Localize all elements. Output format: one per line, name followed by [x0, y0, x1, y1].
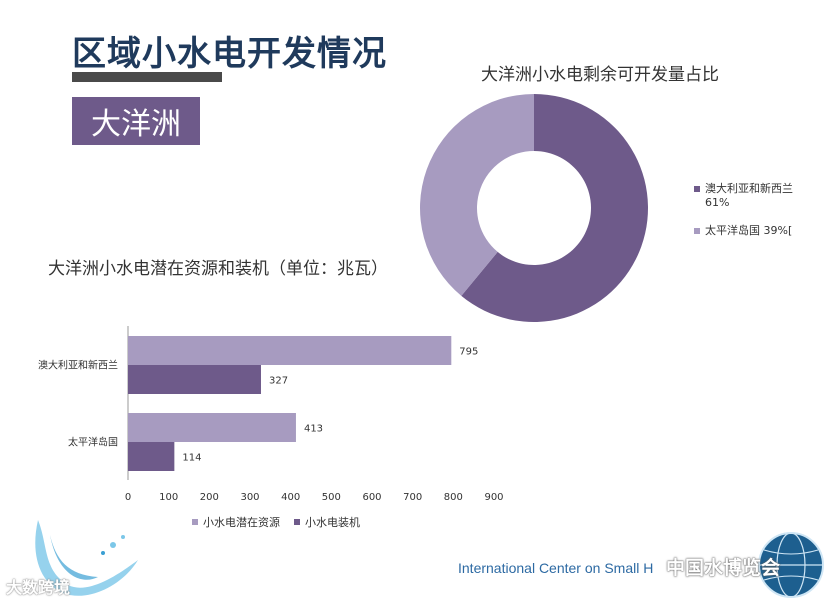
- pie-slice-0: [461, 94, 648, 322]
- bar-legend: 小水电潜在资源 小水电装机: [192, 514, 374, 530]
- bar-legend-label: 小水电潜在资源: [203, 516, 280, 529]
- x-tick-label: 500: [322, 492, 341, 503]
- x-tick-label: 800: [444, 492, 463, 503]
- category-label: 太平洋岛国: [68, 436, 118, 449]
- data-label: 795: [459, 347, 478, 358]
- pie-legend: 澳大利亚和新西兰 61% 太平洋岛国 39%[: [694, 182, 814, 252]
- bar-1-1: [128, 442, 175, 471]
- category-label: 澳大利亚和新西兰: [38, 359, 118, 372]
- bar-chart-title: 大洋洲小水电潜在资源和装机（单位：兆瓦）: [48, 259, 388, 279]
- bar-legend-item-potential: 小水电潜在资源: [192, 514, 280, 530]
- legend-swatch: [192, 519, 198, 525]
- pie-legend-item-australia: 澳大利亚和新西兰 61%: [694, 182, 814, 210]
- x-tick-label: 100: [159, 492, 178, 503]
- globe-logo: [758, 532, 824, 598]
- title-underline: [72, 72, 222, 82]
- pie-legend-label: 澳大利亚和新西兰: [705, 182, 793, 195]
- bar-legend-label: 小水电装机: [305, 516, 360, 529]
- data-label: 413: [304, 424, 323, 435]
- bar-1-0: [128, 413, 296, 442]
- bar-0-1: [128, 365, 261, 394]
- legend-swatch: [694, 228, 700, 234]
- page-title: 区域小水电开发情况: [72, 34, 387, 74]
- pie-legend-value: 39%[: [763, 224, 793, 237]
- data-label: 327: [269, 376, 288, 387]
- x-tick-label: 300: [240, 492, 259, 503]
- watermark-right: 中国水博览会: [666, 557, 781, 579]
- region-badge: 大洋洲: [72, 97, 200, 145]
- x-tick-label: 200: [200, 492, 219, 503]
- legend-swatch: [694, 186, 700, 192]
- legend-swatch: [294, 519, 300, 525]
- data-label: 114: [182, 453, 201, 464]
- pie-legend-label: 太平洋岛国: [705, 224, 760, 237]
- pie-slice-1: [419, 93, 534, 296]
- pie-chart-title: 大洋洲小水电剩余可开发量占比: [481, 65, 719, 85]
- x-tick-label: 900: [484, 492, 503, 503]
- pie-legend-value: 61%: [705, 196, 730, 209]
- water-splash-logo: [35, 520, 138, 596]
- x-tick-label: 700: [403, 492, 422, 503]
- pie-legend-item-pacific: 太平洋岛国 39%[: [694, 224, 814, 238]
- x-tick-label: 600: [362, 492, 381, 503]
- bar-legend-item-installed: 小水电装机: [294, 514, 360, 530]
- footer-organization: International Center on Small H: [458, 560, 654, 576]
- watermark-left: 大数跨境: [6, 578, 71, 597]
- x-tick-label: 400: [281, 492, 300, 503]
- bar-0-0: [128, 336, 452, 365]
- x-tick-label: 0: [125, 492, 131, 503]
